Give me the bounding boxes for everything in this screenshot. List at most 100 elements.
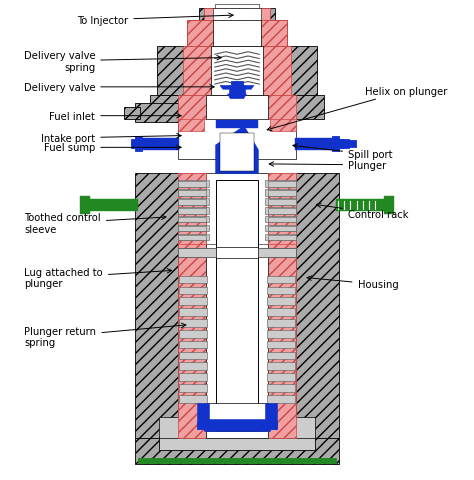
Bar	[265, 190, 296, 196]
Polygon shape	[228, 95, 246, 99]
Polygon shape	[136, 137, 143, 151]
Text: Fuel inlet: Fuel inlet	[49, 111, 181, 121]
Bar	[216, 120, 258, 129]
Bar	[178, 217, 209, 223]
Bar	[220, 134, 254, 172]
Bar	[267, 341, 295, 348]
Bar	[265, 208, 296, 214]
Bar	[268, 218, 296, 223]
Bar	[178, 174, 206, 438]
Polygon shape	[220, 86, 254, 90]
Text: Delivery valve
spring: Delivery valve spring	[24, 51, 221, 72]
Bar	[178, 235, 209, 241]
Bar	[179, 287, 207, 295]
Bar	[178, 191, 206, 196]
Bar	[179, 276, 207, 284]
Bar	[179, 352, 207, 360]
Text: Toothed control
sleeve: Toothed control sleeve	[24, 213, 166, 234]
Bar	[136, 104, 178, 123]
Bar	[178, 118, 296, 160]
Bar	[179, 330, 207, 338]
Bar	[231, 82, 243, 86]
Bar	[178, 182, 206, 187]
Bar	[199, 9, 275, 21]
Bar	[265, 217, 296, 223]
Polygon shape	[331, 140, 343, 149]
Bar	[268, 200, 296, 205]
Bar	[206, 403, 268, 431]
Bar	[143, 139, 179, 150]
Bar	[182, 47, 211, 96]
Bar	[216, 248, 258, 259]
Bar	[295, 139, 331, 150]
Bar	[178, 236, 206, 241]
Bar	[178, 181, 209, 187]
Bar	[267, 352, 295, 360]
Bar	[178, 118, 204, 132]
Bar	[265, 181, 296, 187]
Bar	[268, 227, 296, 232]
Bar	[213, 21, 261, 47]
Bar	[215, 5, 259, 9]
Bar	[340, 140, 349, 149]
Bar	[179, 373, 207, 381]
Bar	[178, 174, 206, 245]
Bar	[159, 417, 315, 438]
Bar	[178, 218, 206, 223]
Bar	[267, 373, 295, 381]
Bar	[267, 384, 295, 392]
Bar	[178, 209, 206, 214]
Bar	[178, 190, 209, 196]
Bar	[383, 197, 394, 214]
Bar	[268, 96, 296, 120]
Bar	[178, 249, 296, 257]
Bar	[178, 96, 206, 120]
Bar	[213, 9, 261, 21]
Bar	[150, 96, 324, 120]
Bar	[211, 47, 263, 96]
Text: To Injector: To Injector	[77, 14, 233, 26]
Bar	[178, 200, 206, 205]
Bar	[265, 404, 277, 430]
Bar	[346, 141, 356, 148]
Bar	[229, 86, 245, 95]
Bar	[265, 235, 296, 241]
Bar	[336, 199, 391, 212]
Text: Housing: Housing	[307, 276, 398, 290]
Text: Plunger: Plunger	[269, 160, 386, 170]
Bar	[268, 182, 296, 187]
Bar	[197, 421, 277, 430]
Bar	[204, 419, 270, 431]
Bar	[187, 21, 213, 47]
Bar	[268, 174, 296, 245]
Bar	[263, 47, 292, 96]
Bar	[268, 174, 296, 438]
Bar	[206, 174, 268, 245]
Bar	[138, 458, 336, 463]
Bar	[178, 199, 209, 205]
Bar	[265, 199, 296, 205]
Bar	[80, 197, 91, 214]
Bar	[179, 298, 207, 305]
Bar	[159, 436, 315, 450]
Bar	[136, 438, 338, 464]
Bar	[268, 191, 296, 196]
Bar	[204, 9, 230, 21]
Bar	[267, 309, 295, 316]
Bar	[244, 9, 270, 21]
Bar	[267, 330, 295, 338]
Bar	[267, 395, 295, 403]
Polygon shape	[131, 140, 143, 149]
Bar	[267, 276, 295, 284]
Bar	[136, 174, 178, 438]
Bar	[267, 287, 295, 295]
Bar	[178, 227, 206, 232]
Bar	[268, 236, 296, 241]
Bar	[124, 108, 140, 120]
Bar	[156, 47, 318, 96]
Polygon shape	[331, 137, 338, 151]
Bar	[187, 21, 287, 47]
Text: Spill port: Spill port	[293, 144, 392, 160]
Bar	[206, 174, 268, 438]
Bar	[216, 181, 258, 431]
